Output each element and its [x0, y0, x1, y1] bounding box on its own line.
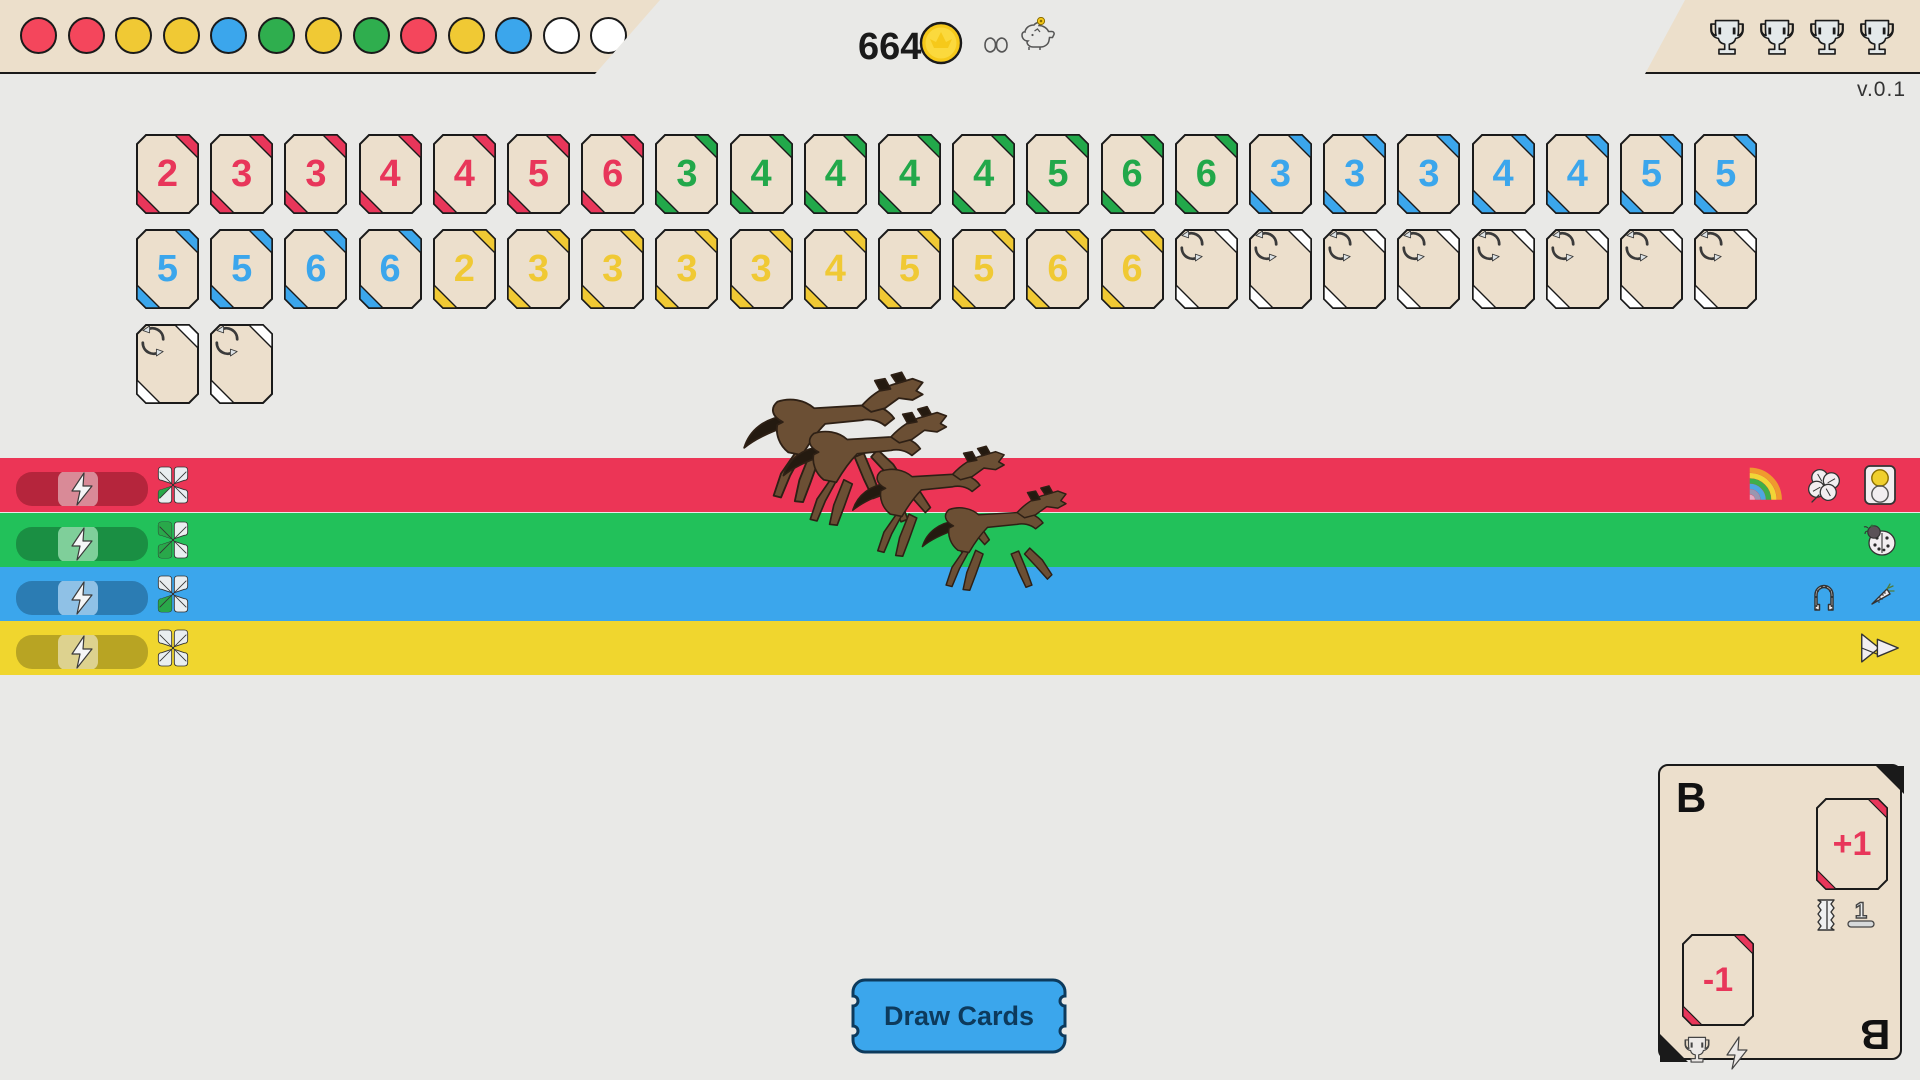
svg-text:1: 1 — [1855, 898, 1867, 923]
